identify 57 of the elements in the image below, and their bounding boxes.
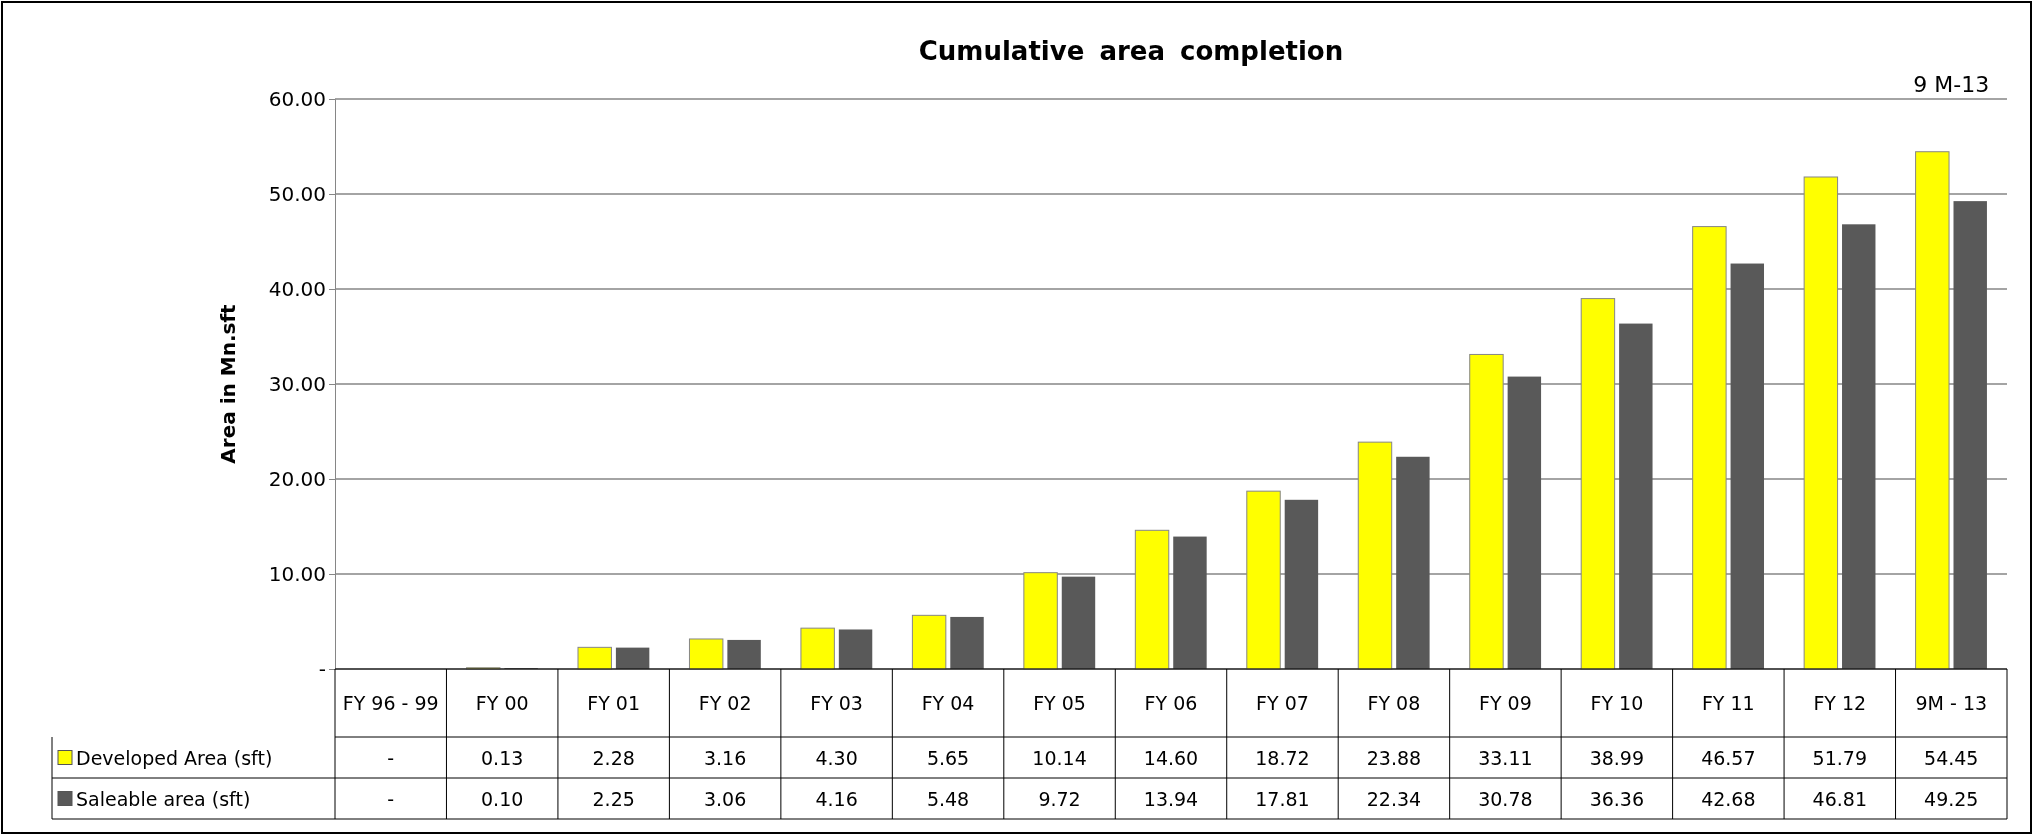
x-tick-label: FY 03: [810, 692, 863, 714]
data-label: 22.34: [1366, 787, 1422, 810]
data-label: 42.68: [1701, 787, 1756, 810]
data-label: 2.28: [592, 746, 635, 769]
data-label: 54.45: [1924, 746, 1979, 769]
x-tick-label: 9M - 13: [1915, 692, 1988, 714]
x-tick-label: FY 01: [587, 692, 641, 714]
y-tick-label: -: [318, 656, 326, 681]
x-tick-label: FY 07: [1256, 692, 1309, 714]
data-label: 3.06: [703, 787, 747, 810]
data-label: 23.88: [1366, 746, 1422, 769]
data-label: 9.72: [1038, 787, 1081, 810]
data-label: 5.48: [926, 787, 970, 810]
data-label: 3.16: [703, 746, 747, 769]
y-tick-label: 20.00: [268, 466, 326, 491]
chart-title: Cumulative area completion: [918, 36, 1344, 66]
data-label: 30.78: [1478, 787, 1533, 810]
x-tick-label: FY 96 - 99: [342, 692, 439, 714]
data-label: 4.30: [815, 746, 858, 769]
legend-label: Saleable area (sft): [76, 787, 251, 810]
data-label: -: [387, 787, 395, 810]
x-tick-label: FY 12: [1813, 692, 1867, 714]
data-label: 46.57: [1701, 746, 1756, 769]
y-tick-label: 50.00: [268, 181, 326, 206]
annotation: 9 M-13: [1913, 71, 1990, 97]
data-label: -: [387, 746, 395, 769]
y-tick-label: 60.00: [268, 86, 326, 111]
data-label: 13.94: [1143, 787, 1199, 810]
legend-label: Developed Area (sft): [76, 746, 273, 769]
x-tick-label: FY 06: [1144, 692, 1198, 714]
data-label: 14.60: [1143, 746, 1199, 769]
x-tick-label: FY 05: [1033, 692, 1086, 714]
data-label: 51.79: [1812, 746, 1867, 769]
data-label: 0.13: [481, 746, 524, 769]
x-tick-label: FY 09: [1479, 692, 1532, 714]
x-tick-label: FY 04: [921, 692, 975, 714]
x-tick-label: FY 10: [1590, 692, 1644, 714]
data-label: 18.72: [1255, 746, 1310, 769]
data-label: 2.25: [592, 787, 635, 810]
data-label: 10.14: [1032, 746, 1087, 769]
y-axis-title: Area in Mn.sft: [216, 303, 240, 464]
data-label: 49.25: [1924, 787, 1979, 810]
data-label: 46.81: [1812, 787, 1867, 810]
data-label: 38.99: [1589, 746, 1645, 769]
x-tick-label: FY 02: [698, 692, 752, 714]
y-tick-label: 30.00: [268, 371, 326, 396]
x-tick-label: FY 08: [1367, 692, 1421, 714]
data-label: 17.81: [1255, 787, 1310, 810]
x-tick-label: FY 11: [1701, 692, 1755, 714]
data-label: 33.11: [1478, 746, 1533, 769]
data-label: 36.36: [1589, 787, 1645, 810]
data-label: 5.65: [926, 746, 970, 769]
data-label: 0.10: [481, 787, 524, 810]
data-label: 4.16: [815, 787, 858, 810]
y-tick-label: 10.00: [268, 561, 326, 586]
y-tick-label: 40.00: [268, 276, 326, 301]
x-tick-label: FY 00: [475, 692, 529, 714]
